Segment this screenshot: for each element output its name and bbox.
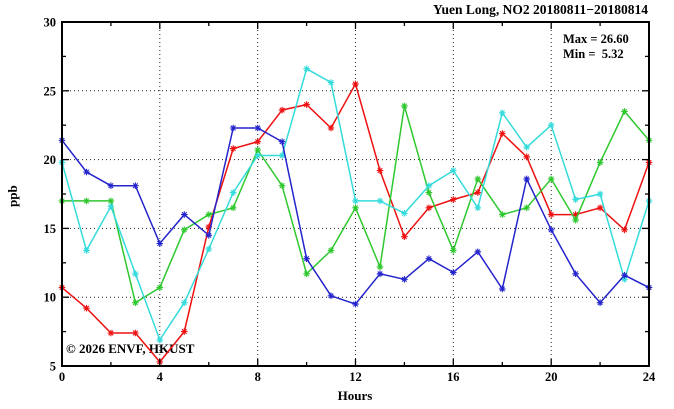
chart-title: Yuen Long, NO2 20180811−20180814 [433, 2, 648, 17]
y-tick-label: 30 [44, 16, 57, 30]
watermark-text: © 2026 ENVF, HKUST [66, 341, 195, 356]
x-axis-label: Hours [338, 388, 373, 403]
tick-labels: 0 4 8 12 16 20 24 5 10 15 20 25 30 [44, 16, 657, 385]
x-tick-label: 4 [157, 370, 164, 384]
min-value-label: Min = 5.32 [563, 47, 624, 61]
gridlines [62, 22, 649, 366]
series-green-markers [58, 102, 653, 306]
x-tick-label: 0 [59, 370, 65, 384]
max-value-label: Max = 26.60 [563, 32, 629, 46]
x-tick-label: 20 [545, 370, 558, 384]
x-tick-label: 16 [447, 370, 460, 384]
x-tick-label: 24 [643, 370, 656, 384]
x-tick-label: 8 [255, 370, 261, 384]
y-tick-label: 25 [44, 84, 57, 98]
y-tick-label: 15 [44, 222, 57, 236]
y-tick-label: 5 [50, 360, 56, 374]
series-green-line [62, 105, 650, 304]
axis-ticks [61, 21, 650, 367]
x-tick-label: 12 [349, 370, 362, 384]
y-tick-label: 10 [44, 291, 57, 305]
y-tick-label: 20 [44, 153, 57, 167]
series-cyan-line [61, 67, 650, 342]
y-axis-label: ppb [5, 185, 20, 207]
